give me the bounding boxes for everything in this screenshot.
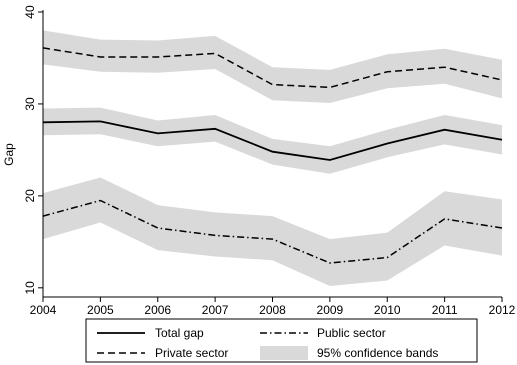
x-tick-label: 2011 (432, 303, 458, 317)
legend-items: Total gap Public sector Private sector 95% … (97, 326, 438, 360)
x-tick-label: 2008 (259, 303, 286, 317)
y-ticks: 10 20 30 40 (23, 5, 43, 294)
legend-swatch-95-confidence-bands (260, 346, 308, 360)
y-tick-label: 10 (23, 281, 37, 295)
x-ticks: 2004 2005 2006 2007 2008 2009 2010 2011 2012 (30, 297, 516, 317)
y-tick-label: 20 (23, 189, 37, 203)
confidence-bands (43, 30, 502, 286)
x-tick-label: 2009 (317, 303, 344, 317)
confidence-band-private-sector (43, 30, 502, 103)
x-tick-label: 2012 (489, 303, 516, 317)
x-tick-label: 2010 (374, 303, 401, 317)
legend-label-95-confidence-bands: 95% confidence bands (317, 346, 438, 360)
y-tick-label: 30 (23, 97, 37, 111)
confidence-band-total-gap (43, 107, 502, 174)
x-tick-label: 2006 (144, 303, 171, 317)
legend-label-public-sector: Public sector (317, 326, 386, 340)
legend: Total gap Public sector Private sector 95% … (85, 318, 478, 363)
y-tick-label: 40 (23, 5, 37, 19)
y-axis-title: Gap (2, 143, 16, 166)
legend-label-private-sector: Private sector (155, 346, 228, 360)
series-line-public-sector (42, 199, 503, 264)
x-tick-label: 2005 (87, 303, 114, 317)
series-lines (42, 47, 503, 264)
x-tick-label: 2004 (30, 303, 57, 317)
confidence-band-public-sector (43, 177, 502, 286)
series-line-private-sector (42, 47, 503, 89)
legend-label-total-gap: Total gap (155, 326, 204, 340)
series-line-total-gap (42, 120, 503, 161)
x-tick-label: 2007 (202, 303, 229, 317)
